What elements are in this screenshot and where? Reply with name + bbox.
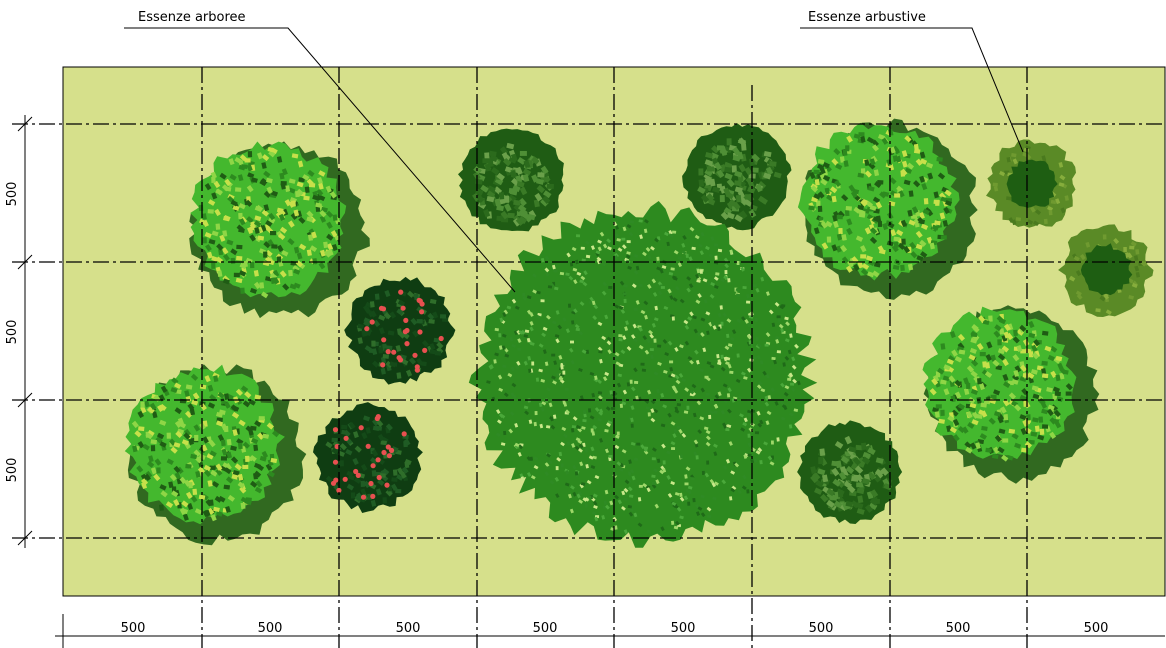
tree-dark xyxy=(682,123,792,231)
tree-leafy xyxy=(124,364,307,546)
horizontal-dimension: 500 500 500 500 500 500 500 500 xyxy=(55,614,1165,648)
horizontal-dimension-label: 500 xyxy=(258,621,283,636)
tree-leafy xyxy=(189,141,370,319)
tree-dark xyxy=(797,420,903,524)
horizontal-dimension-label: 500 xyxy=(946,621,971,636)
vertical-dimension-label: 500 xyxy=(5,458,20,483)
horizontal-dimension-label: 500 xyxy=(809,621,834,636)
horizontal-dimension-label: 500 xyxy=(533,621,558,636)
shrub xyxy=(1058,224,1154,317)
tree-fruit xyxy=(344,276,456,385)
tree-large xyxy=(468,201,818,548)
tree-dark xyxy=(458,128,564,232)
vertical-dimension-label: 500 xyxy=(5,320,20,345)
tree-leafy xyxy=(922,305,1100,484)
shrubs-callout: Essenze arbustive xyxy=(800,10,1024,153)
trees-callout: Essenze arboree xyxy=(124,10,516,293)
grid xyxy=(12,67,1165,648)
vertical-dimension: 500 500 500 xyxy=(5,115,33,548)
tree-fruit xyxy=(313,402,423,513)
horizontal-dimension-label: 500 xyxy=(1084,621,1109,636)
plants-layer xyxy=(124,118,1154,548)
shrub xyxy=(986,139,1076,228)
horizontal-dimension-label: 500 xyxy=(671,621,696,636)
vertical-dimension-label: 500 xyxy=(5,182,20,207)
trees-label: Essenze arboree xyxy=(138,10,246,25)
horizontal-dimension-label: 500 xyxy=(121,621,146,636)
shrubs-label: Essenze arbustive xyxy=(808,10,926,25)
horizontal-dimension-label: 500 xyxy=(396,621,421,636)
